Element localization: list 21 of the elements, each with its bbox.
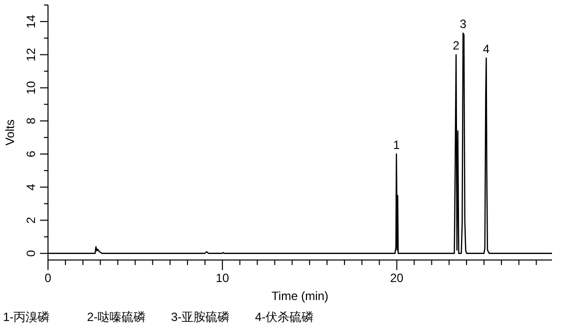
y-tick-label: 10 — [24, 80, 38, 94]
y-tick-label: 6 — [24, 150, 38, 158]
x-axis-title: Time (min) — [272, 289, 328, 303]
annotation: 2 — [452, 38, 460, 53]
text: 3-亚胺硫磷 — [171, 310, 230, 324]
y-tick-label: 14 — [24, 14, 38, 28]
annotation: 3 — [460, 17, 467, 32]
y-tick-label: 12 — [24, 48, 38, 62]
text: 1-丙溴磷 — [3, 310, 50, 324]
y-tick-label: 8 — [24, 117, 38, 124]
x-tick-label: 20 — [390, 271, 404, 285]
y-tick-label: 2 — [24, 216, 38, 224]
x-tick-label: 0 — [44, 271, 52, 285]
y-tick-label: 0 — [24, 250, 38, 257]
text: 2-哒嗪硫磷 — [87, 310, 146, 324]
annotation: 1 — [393, 138, 400, 152]
y-tick-label: 4 — [24, 183, 38, 190]
text: 4-伏杀硫磷 — [255, 310, 314, 324]
annotation: 4 — [482, 42, 490, 56]
x-tick-label: 10 — [216, 271, 230, 285]
y-axis-title: Volts — [3, 119, 17, 146]
